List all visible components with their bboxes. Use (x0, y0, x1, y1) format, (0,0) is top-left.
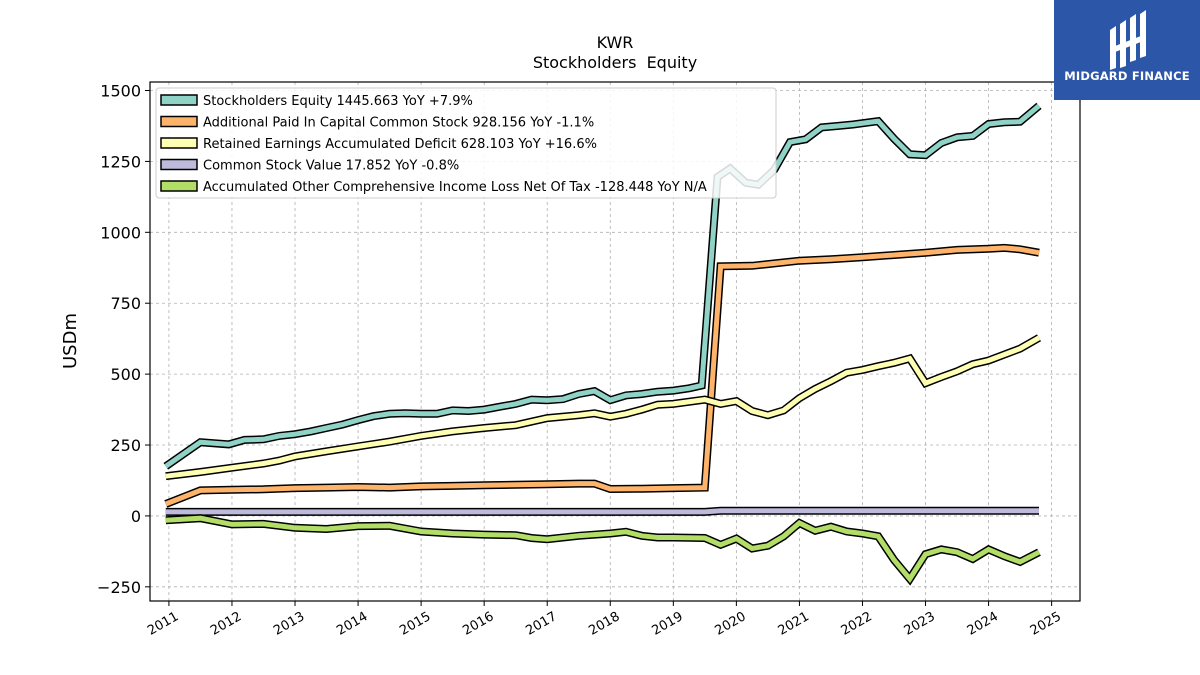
legend-swatch (160, 94, 198, 106)
y-tick-label: 1500 (100, 82, 141, 101)
x-tick-label: 2023 (902, 609, 938, 639)
x-tick-label: 2017 (523, 609, 559, 639)
y-tick-label: 250 (110, 436, 141, 455)
legend-box (155, 87, 777, 199)
y-tick-label: 500 (110, 365, 141, 384)
chart-subtitle: Stockholders Equity (533, 53, 697, 72)
legend-label: Common Stock Value 17.852 YoY -0.8% (203, 159, 459, 174)
x-tick-label: 2020 (713, 609, 749, 639)
legend-swatch (160, 115, 198, 128)
x-tick-label: 2014 (334, 609, 370, 639)
x-tick-label: 2019 (649, 609, 685, 639)
plot-frame (149, 81, 1081, 602)
y-tick-label: 0 (131, 507, 141, 526)
y-axis-label: USDm (60, 313, 81, 369)
x-tick-label: 2025 (1028, 609, 1064, 639)
series-line (165, 335, 1041, 479)
x-tick-label: 2013 (271, 609, 307, 639)
series-line (165, 515, 1041, 584)
y-tick-label: 1250 (100, 152, 141, 171)
series-line-outline (164, 243, 1040, 508)
legend-swatch (160, 137, 198, 149)
x-tick-label: 2024 (965, 609, 1001, 639)
x-tick-label: 2021 (776, 609, 812, 639)
legend-swatch (160, 180, 198, 192)
y-tick-label: 1000 (100, 223, 141, 242)
x-tick-label: 2016 (460, 609, 496, 639)
series-line (164, 103, 1041, 469)
brand-logo: MIDGARD FINANCE (1054, 0, 1200, 100)
x-tick-label: 2022 (839, 609, 875, 639)
brand-name: MIDGARD FINANCE (1064, 69, 1190, 83)
x-tick-label: 2018 (586, 609, 622, 639)
y-tick-label: −250 (97, 578, 141, 597)
legend: Stockholders Equity 1445.663 YoY +7.9% Ad… (155, 87, 777, 199)
chart-title: KWR (597, 33, 634, 52)
legend-label: Accumulated Other Comprehensive Income L… (203, 180, 707, 195)
series-line (164, 245, 1040, 507)
y-tick-label: 750 (110, 294, 141, 313)
x-tick-label: 2015 (397, 609, 433, 639)
legend-label: Stockholders Equity 1445.663 YoY +7.9% (203, 94, 473, 109)
legend-swatch (160, 158, 198, 171)
series-line (165, 508, 1039, 515)
legend-label: Retained Earnings Accumulated Deficit 62… (203, 137, 597, 152)
x-tick-label: 2011 (145, 609, 181, 639)
series-lines (163, 102, 1042, 586)
x-tick-label: 2012 (208, 609, 244, 639)
legend-label: Additional Paid In Capital Common Stock … (203, 116, 594, 131)
midgard-logo-icon (1110, 10, 1146, 70)
